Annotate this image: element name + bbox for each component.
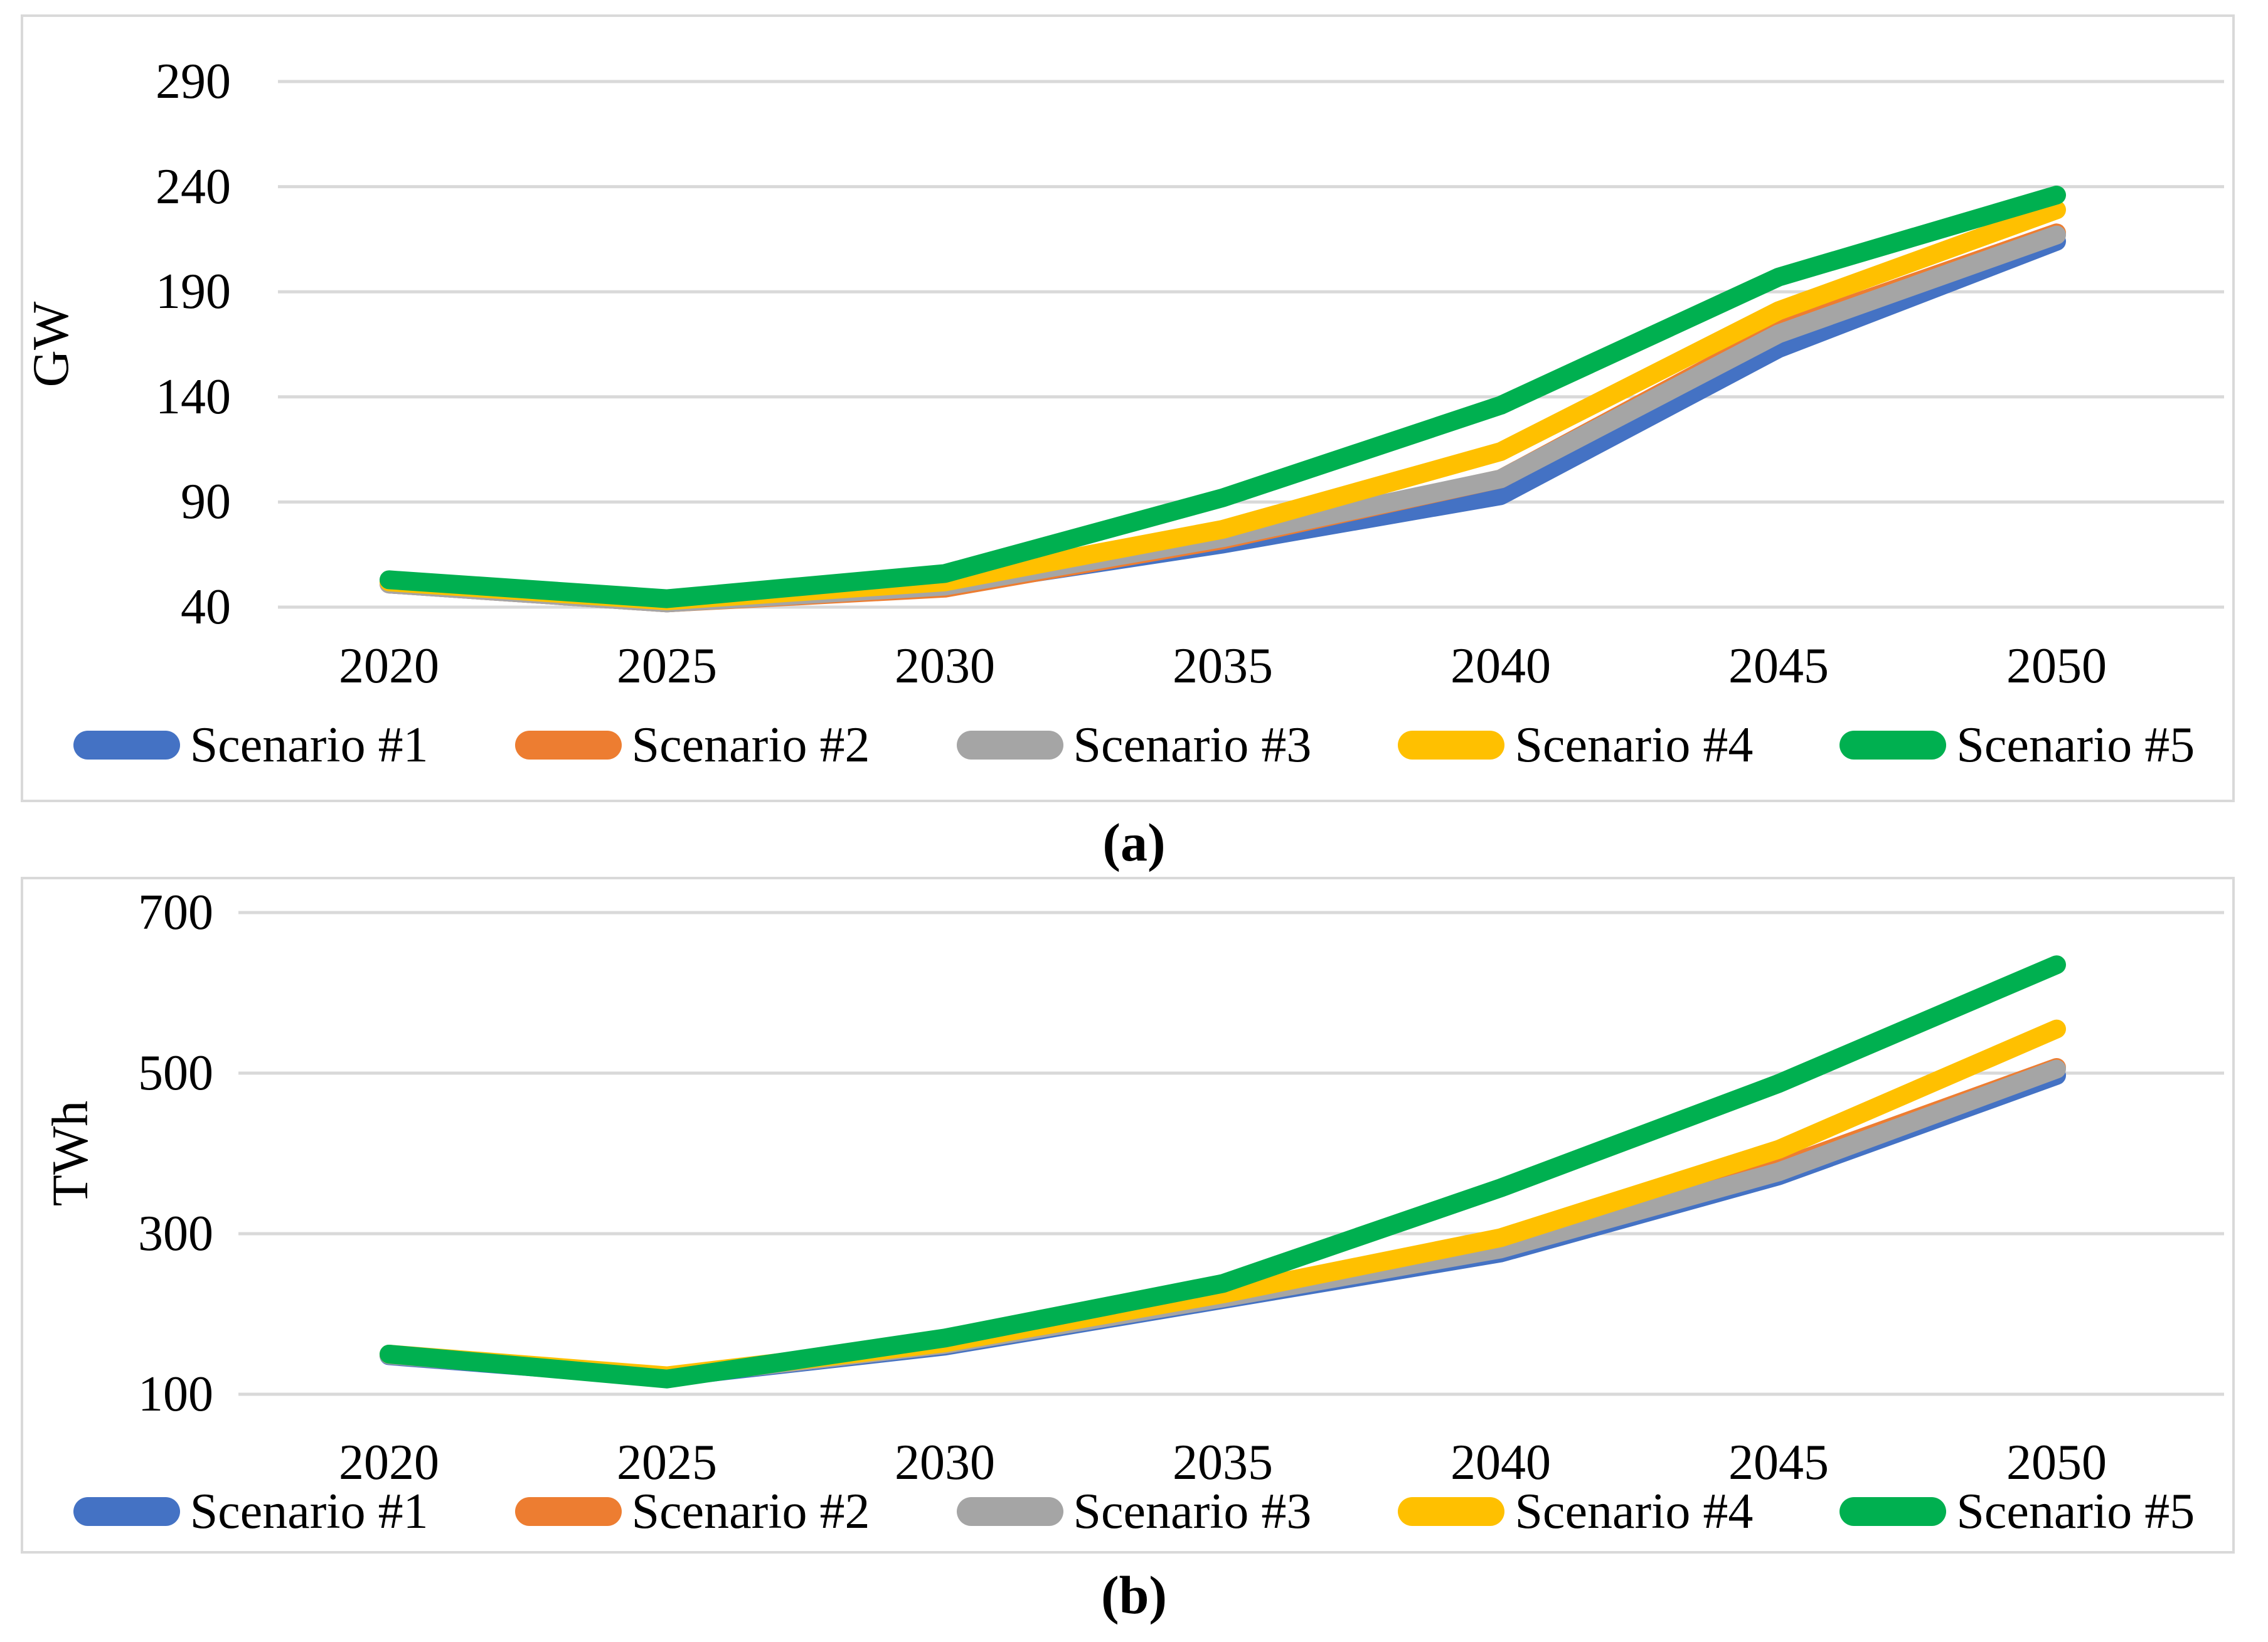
x-tick-label-a-2030: 2030 xyxy=(895,638,995,694)
y-tick-label-a-190: 190 xyxy=(156,264,231,320)
x-tick-label-b-2050: 2050 xyxy=(2006,1435,2107,1490)
y-tick-label-a-140: 140 xyxy=(156,369,231,425)
x-tick-label-a-2045: 2045 xyxy=(1728,638,1829,694)
legend-item-label: Scenario #5 xyxy=(1956,1483,2195,1539)
legend-item-label: Scenario #2 xyxy=(631,717,870,773)
x-tick-label-a-2035: 2035 xyxy=(1173,638,1273,694)
legend-chart-a: Scenario #1 Scenario #2 Scenario #3 Scenari… xyxy=(25,707,2243,783)
caption-b: (b) xyxy=(1100,1565,1168,1625)
y-tick-label-b-500: 500 xyxy=(138,1046,213,1101)
legend-swatch-icon xyxy=(1398,1497,1505,1526)
legend-item-a-scenario-4: Scenario #4 xyxy=(1398,717,1753,774)
x-tick-label-a-2025: 2025 xyxy=(617,638,717,694)
legend-swatch-icon xyxy=(956,731,1063,760)
legend-item-label: Scenario #1 xyxy=(189,717,429,773)
y-tick-label-a-90: 90 xyxy=(181,474,231,530)
legend-item-b-scenario-3: Scenario #3 xyxy=(956,1483,1312,1540)
legend-item-b-scenario-4: Scenario #4 xyxy=(1398,1483,1753,1540)
legend-chart-b: Scenario #1 Scenario #2 Scenario #3 Scenari… xyxy=(25,1474,2243,1549)
caption-a: (a) xyxy=(1102,812,1166,872)
legend-swatch-icon xyxy=(514,731,622,760)
legend-swatch-icon xyxy=(1839,1497,1947,1526)
legend-item-label: Scenario #4 xyxy=(1515,717,1754,773)
series-line-b-scenario-3 xyxy=(380,1059,2066,1386)
y-axis-label-twh-text: TWh xyxy=(41,1100,98,1207)
legend-swatch-icon xyxy=(956,1497,1063,1526)
series-line-b-scenario-1 xyxy=(380,1066,2066,1387)
y-tick-label-b-700: 700 xyxy=(138,885,213,940)
legend-swatch-icon xyxy=(1839,731,1947,760)
chart-a-border xyxy=(21,14,2235,802)
x-tick-label-b-2025: 2025 xyxy=(617,1435,717,1490)
legend-item-label: Scenario #4 xyxy=(1515,1483,1754,1539)
y-tick-label-b-100: 100 xyxy=(138,1367,213,1422)
x-tick-label-b-2045: 2045 xyxy=(1728,1435,1829,1490)
y-tick-label-a-240: 240 xyxy=(156,159,231,215)
legend-item-b-scenario-2: Scenario #2 xyxy=(514,1483,870,1540)
legend-item-a-scenario-2: Scenario #2 xyxy=(514,717,870,774)
series-line-b-scenario-5 xyxy=(380,955,2066,1389)
legend-swatch-icon xyxy=(73,1497,180,1526)
legend-item-label: Scenario #3 xyxy=(1073,717,1312,773)
legend-swatch-icon xyxy=(1398,731,1505,760)
series-line-b-scenario-2 xyxy=(380,1058,2066,1386)
x-tick-label-b-2040: 2040 xyxy=(1451,1435,1551,1490)
x-tick-label-a-2050: 2050 xyxy=(2006,638,2107,694)
x-tick-label-a-2040: 2040 xyxy=(1451,638,1551,694)
y-tick-label-b-300: 300 xyxy=(138,1206,213,1261)
legend-item-label: Scenario #3 xyxy=(1073,1483,1312,1539)
legend-item-b-scenario-1: Scenario #1 xyxy=(73,1483,429,1540)
y-tick-label-a-290: 290 xyxy=(156,54,231,109)
series-line-a-scenario-2 xyxy=(380,223,2066,613)
legend-item-label: Scenario #5 xyxy=(1956,717,2195,773)
x-tick-label-b-2030: 2030 xyxy=(895,1435,995,1490)
legend-item-b-scenario-5: Scenario #5 xyxy=(1839,1483,2195,1540)
legend-swatch-icon xyxy=(514,1497,622,1526)
legend-item-label: Scenario #2 xyxy=(631,1483,870,1539)
series-line-a-scenario-5 xyxy=(380,186,2066,608)
legend-item-label: Scenario #1 xyxy=(189,1483,429,1539)
x-tick-label-a-2020: 2020 xyxy=(339,638,439,694)
y-tick-label-a-40: 40 xyxy=(181,580,231,635)
chart-b-border xyxy=(21,877,2235,1554)
legend-swatch-icon xyxy=(73,731,180,760)
legend-item-a-scenario-3: Scenario #3 xyxy=(956,717,1312,774)
x-tick-label-b-2020: 2020 xyxy=(339,1435,439,1490)
legend-item-a-scenario-5: Scenario #5 xyxy=(1839,717,2195,774)
x-tick-label-b-2035: 2035 xyxy=(1173,1435,1273,1490)
legend-item-a-scenario-1: Scenario #1 xyxy=(73,717,429,774)
